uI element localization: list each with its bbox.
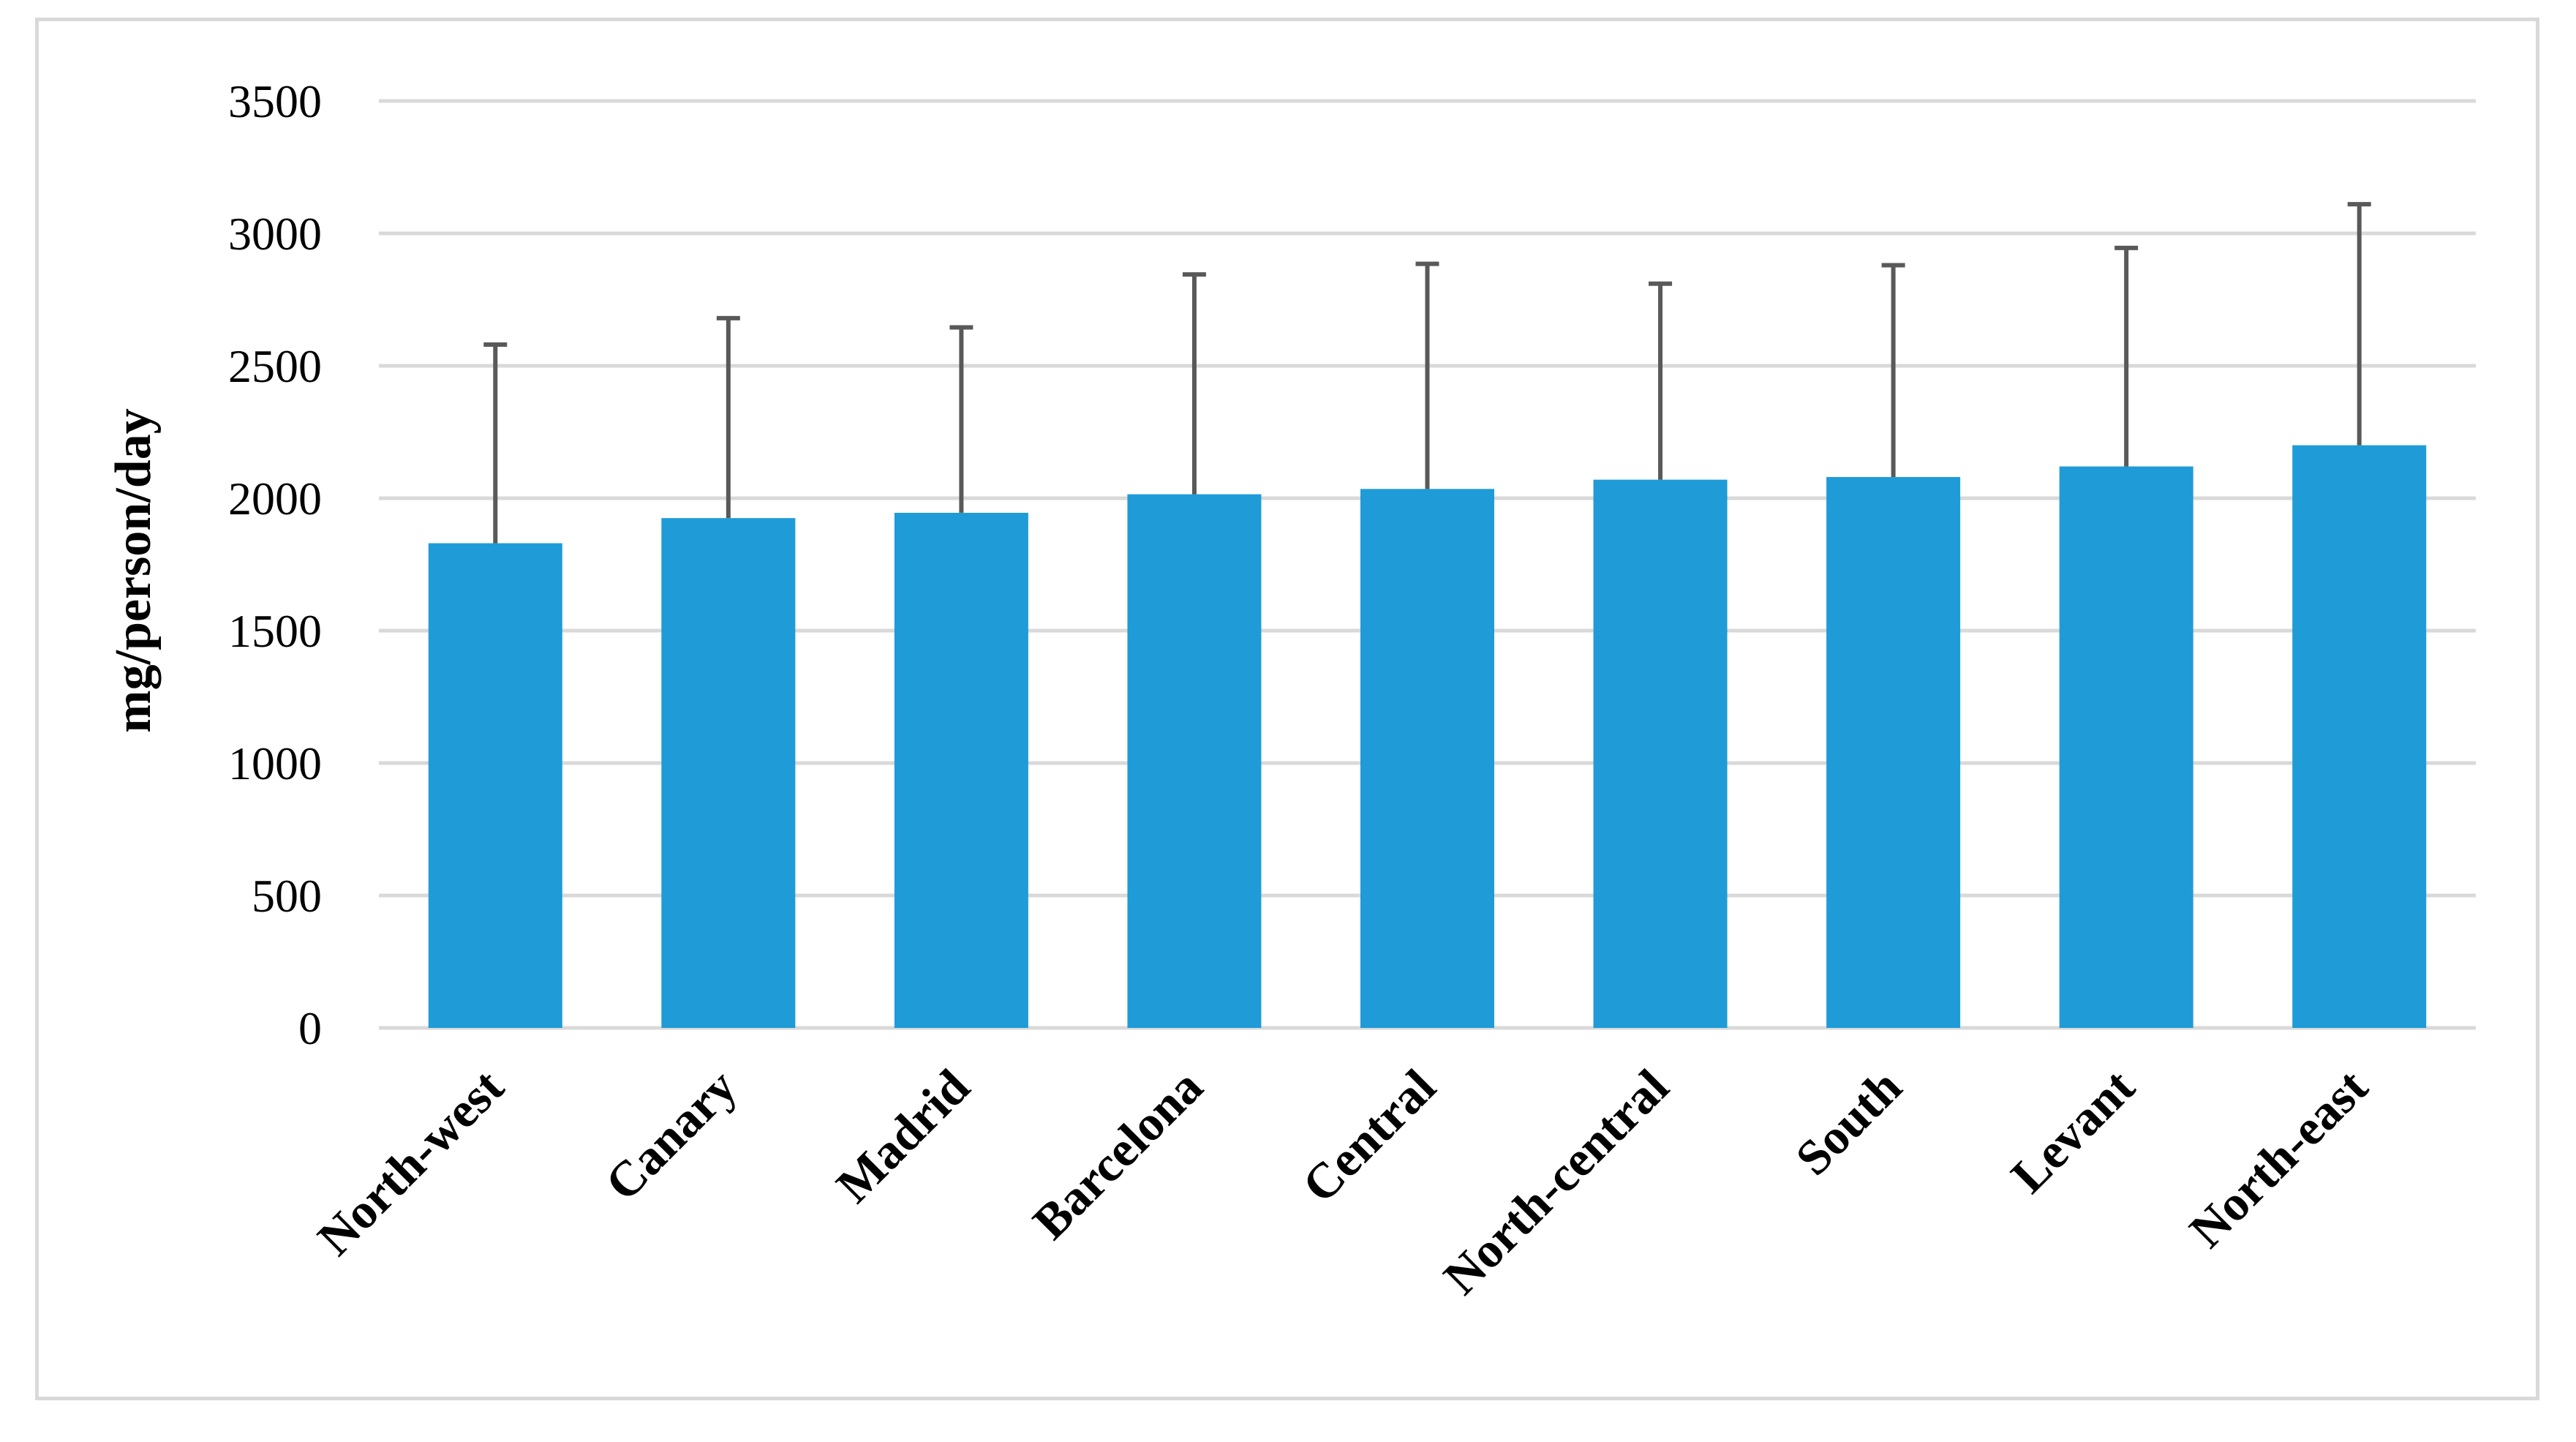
bar: [661, 518, 796, 1028]
x-category-label: Madrid: [826, 1059, 980, 1213]
y-tick-label: 2000: [228, 473, 322, 525]
y-tick-label: 0: [298, 1002, 322, 1054]
x-category-label: Canary: [595, 1059, 747, 1212]
error-bars: [483, 202, 2371, 544]
bars: [428, 445, 2427, 1028]
x-category-label: South: [1785, 1059, 1912, 1186]
x-category-label: Levant: [2000, 1059, 2145, 1203]
x-category-label: North-east: [2179, 1059, 2379, 1258]
x-category-label: Barcelona: [1022, 1059, 1213, 1250]
y-tick-label: 1000: [228, 737, 322, 789]
y-tick-label: 500: [252, 870, 322, 922]
bar: [428, 543, 562, 1028]
y-tick-label: 2500: [228, 340, 322, 392]
x-category-labels: North-west Canary Madrid Barcelona CentralNo…: [306, 1059, 2378, 1305]
bar: [1826, 477, 1961, 1028]
y-tick-label: 1500: [228, 605, 322, 657]
bar: [894, 512, 1028, 1028]
x-category-label: North-central: [1433, 1059, 1679, 1305]
y-tick-label: 3500: [228, 75, 322, 127]
y-axis-title: mg/person/day: [105, 408, 162, 732]
bar: [1593, 479, 1728, 1028]
bar: [1360, 489, 1494, 1028]
x-category-label: North-west: [306, 1059, 514, 1266]
y-tick-label: 3000: [228, 208, 322, 260]
y-tick-labels: 0 500 1000 1500 2000 2500 3000 3500: [228, 75, 322, 1054]
x-category-label: Central: [1292, 1059, 1446, 1213]
bar: [2292, 445, 2427, 1028]
bar: [1127, 494, 1262, 1028]
bar: [2059, 466, 2193, 1028]
